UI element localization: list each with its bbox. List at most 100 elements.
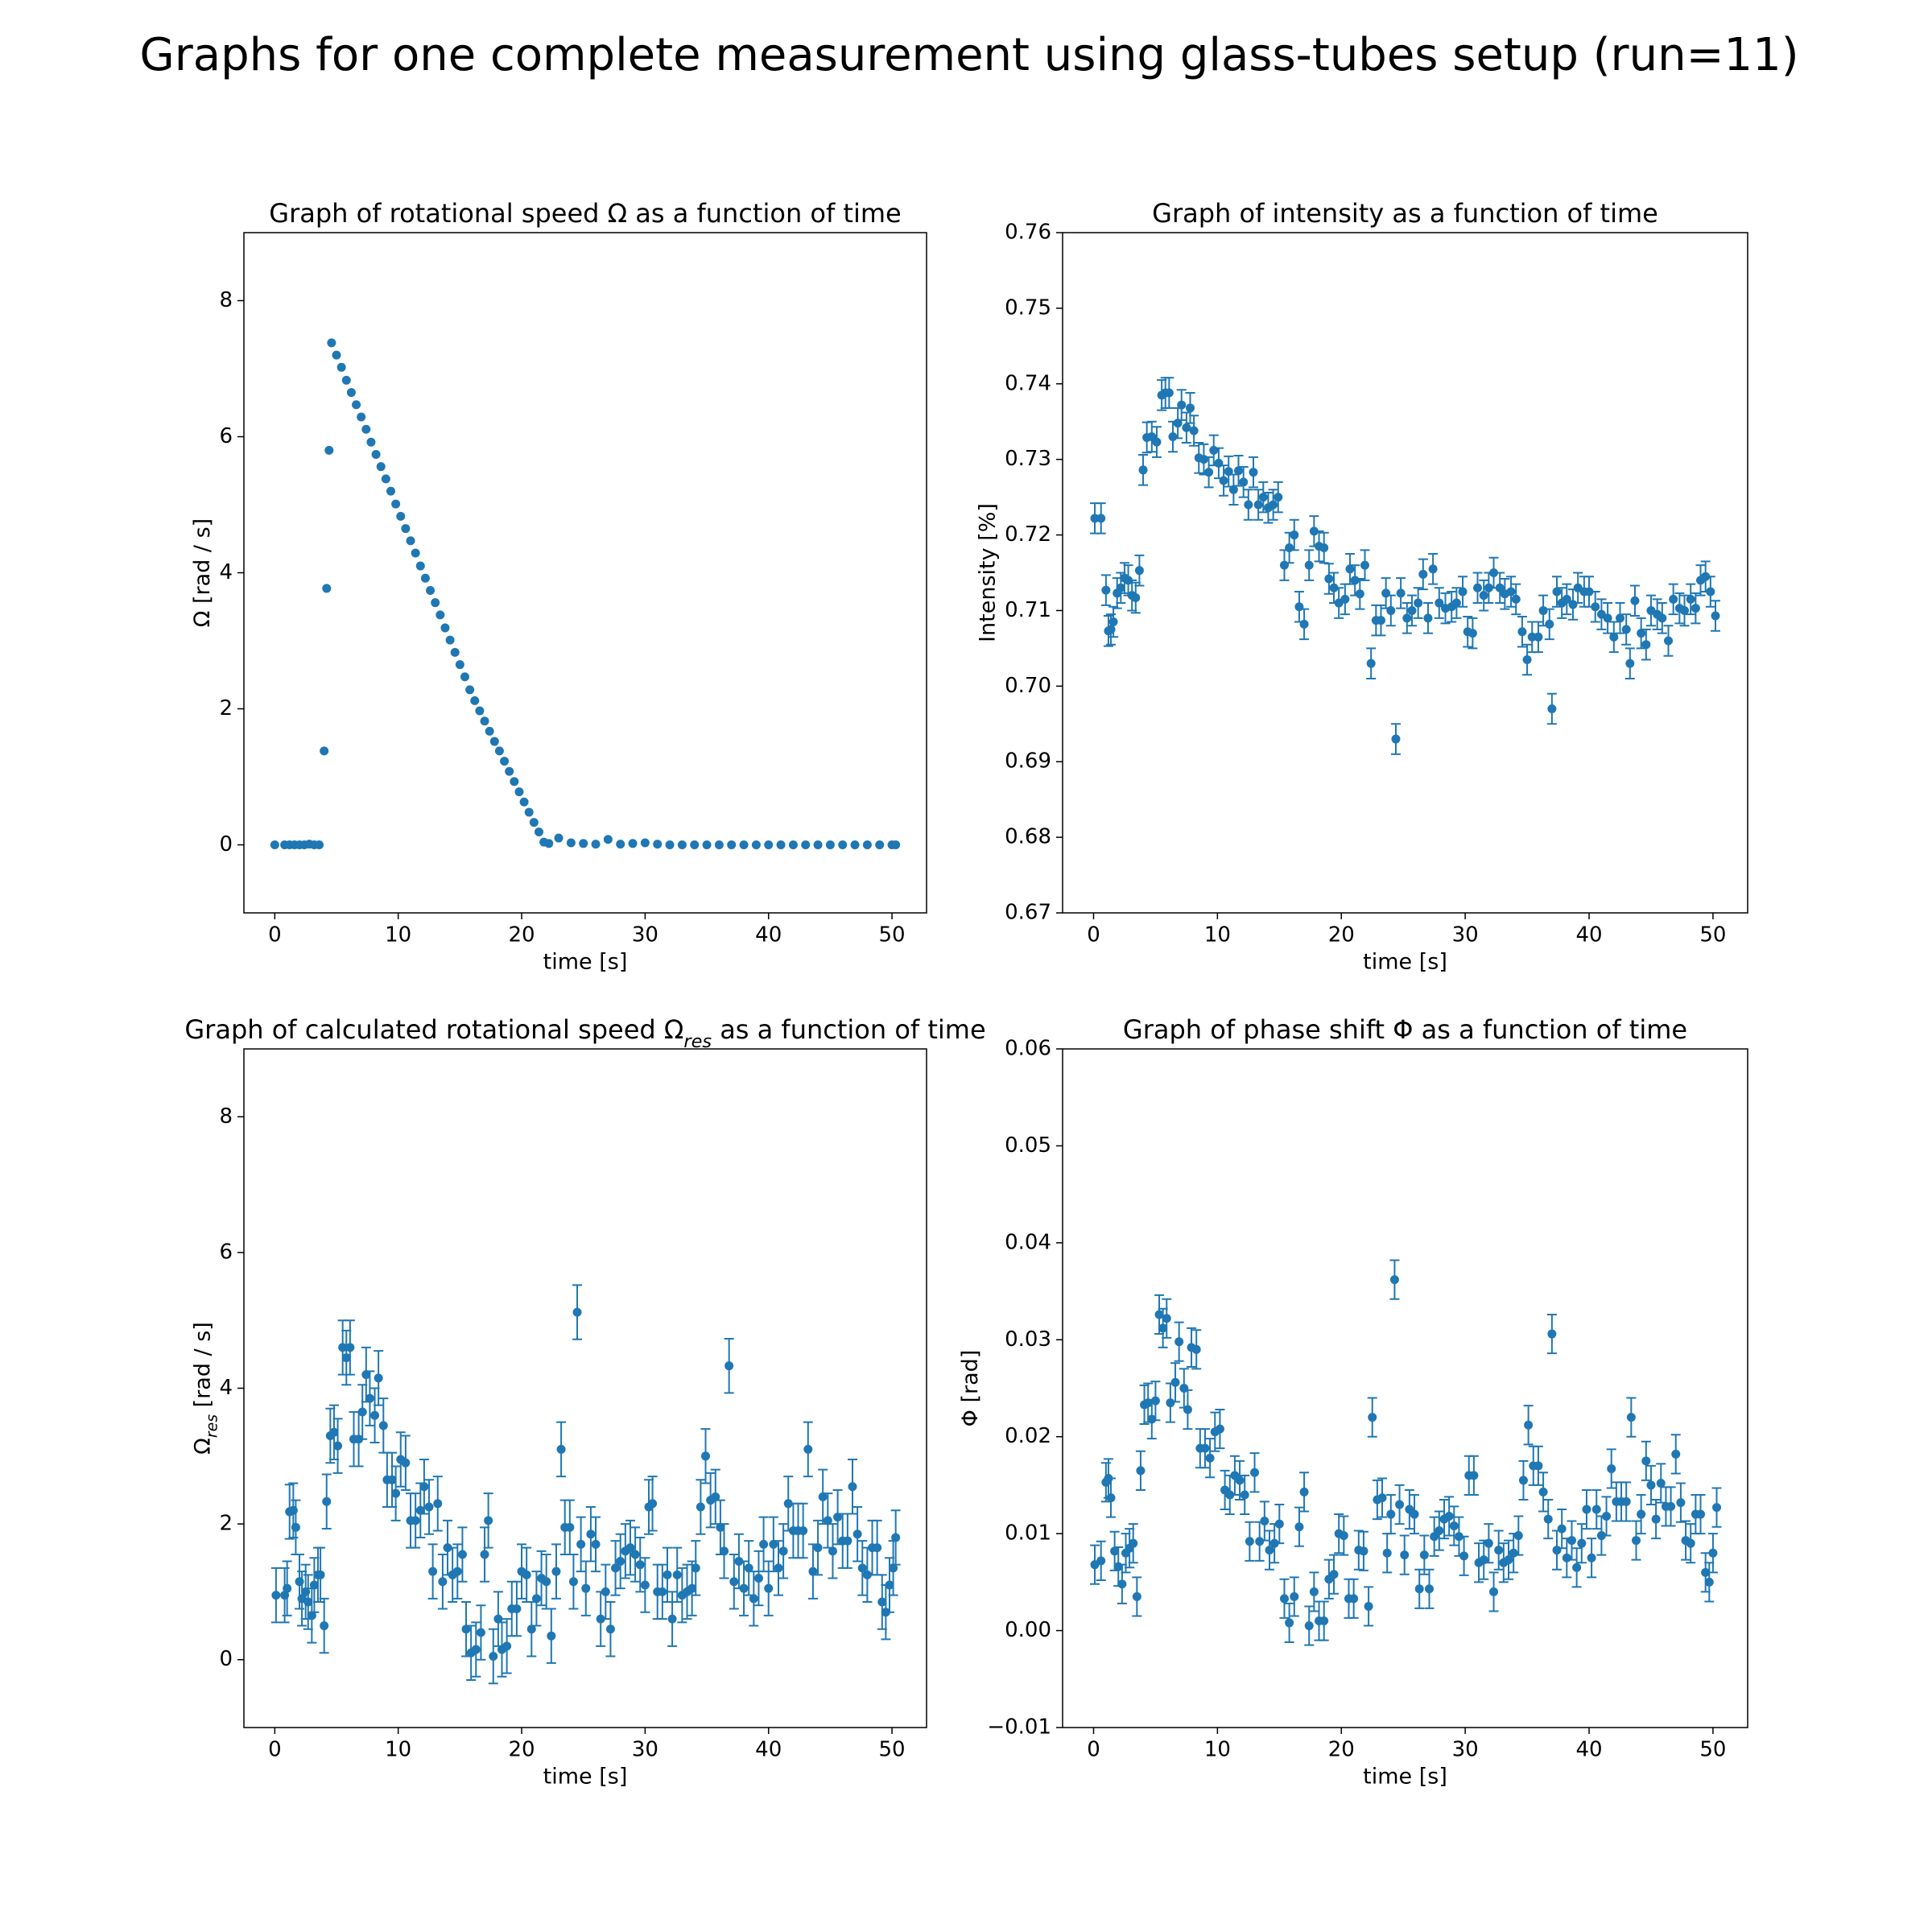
point bbox=[601, 1587, 610, 1596]
point bbox=[891, 1533, 901, 1542]
point bbox=[581, 1583, 591, 1593]
subplot: Graph of rotational speed Ω as a functio… bbox=[190, 198, 927, 975]
text-part: [rad / s] bbox=[190, 1322, 215, 1414]
point bbox=[1504, 1555, 1513, 1565]
point bbox=[1150, 1396, 1160, 1406]
point bbox=[1386, 605, 1396, 615]
point bbox=[332, 350, 341, 360]
point bbox=[774, 1563, 783, 1573]
point bbox=[1117, 1579, 1127, 1589]
text-part: Graph of calculated rotational speed Ω bbox=[184, 1014, 683, 1045]
point bbox=[1572, 1563, 1582, 1572]
point bbox=[628, 839, 638, 848]
point bbox=[1329, 1570, 1339, 1579]
point bbox=[1250, 1468, 1260, 1477]
point bbox=[605, 1624, 615, 1634]
point bbox=[1389, 1275, 1399, 1285]
point bbox=[769, 1539, 778, 1549]
y-tick-label: 0.75 bbox=[1005, 295, 1051, 320]
point bbox=[514, 787, 524, 797]
point bbox=[307, 1611, 316, 1620]
y-axis-label: Ωres [rad / s] bbox=[190, 1322, 221, 1455]
x-tick-label: 40 bbox=[755, 923, 782, 947]
point bbox=[1513, 1531, 1523, 1541]
point bbox=[476, 1628, 485, 1637]
x-tick-label: 20 bbox=[508, 923, 535, 947]
point bbox=[1386, 1509, 1396, 1519]
point bbox=[1152, 437, 1162, 447]
point bbox=[1376, 616, 1385, 625]
point bbox=[346, 388, 356, 398]
point bbox=[1131, 592, 1141, 602]
x-tick-label: 0 bbox=[268, 923, 282, 947]
point bbox=[1116, 583, 1125, 592]
point bbox=[1547, 1329, 1557, 1339]
point bbox=[1430, 1532, 1439, 1542]
data-layer bbox=[1090, 377, 1720, 755]
point bbox=[640, 1580, 650, 1590]
point bbox=[1255, 1537, 1265, 1546]
point bbox=[873, 1543, 882, 1553]
point bbox=[1418, 569, 1428, 579]
point bbox=[714, 840, 724, 849]
text-part: as a function of time bbox=[712, 1014, 986, 1045]
point bbox=[1543, 1514, 1553, 1524]
point bbox=[1567, 1536, 1576, 1546]
point bbox=[419, 1482, 429, 1492]
point bbox=[1158, 1323, 1168, 1333]
point bbox=[1428, 564, 1438, 574]
point bbox=[381, 474, 390, 484]
point bbox=[1096, 514, 1106, 523]
y-tick-label: 6 bbox=[219, 424, 233, 448]
point bbox=[361, 1370, 371, 1380]
point bbox=[1108, 617, 1118, 627]
point bbox=[862, 1570, 872, 1579]
point bbox=[711, 1492, 720, 1501]
point bbox=[485, 726, 494, 736]
y-tick-label: 0.67 bbox=[1005, 901, 1051, 925]
point bbox=[596, 1614, 605, 1624]
point bbox=[1134, 566, 1144, 576]
point bbox=[1414, 1584, 1424, 1594]
point bbox=[1680, 605, 1690, 615]
point bbox=[788, 840, 798, 849]
point bbox=[1690, 604, 1700, 613]
point bbox=[480, 1550, 489, 1559]
point bbox=[316, 1570, 325, 1579]
x-tick-label: 10 bbox=[1204, 923, 1231, 947]
point bbox=[1110, 1546, 1120, 1556]
point bbox=[1451, 598, 1461, 608]
x-tick-label: 50 bbox=[879, 1738, 906, 1762]
point bbox=[591, 840, 601, 849]
point bbox=[1274, 493, 1283, 502]
point bbox=[415, 561, 425, 571]
point bbox=[1214, 458, 1224, 468]
point bbox=[852, 1530, 862, 1539]
figure-title: Graphs for one complete measurement usin… bbox=[139, 29, 1798, 81]
point bbox=[1200, 1443, 1210, 1453]
point bbox=[1136, 1466, 1146, 1476]
point bbox=[502, 1641, 512, 1651]
point bbox=[1294, 1522, 1304, 1532]
point bbox=[391, 1488, 401, 1498]
point bbox=[696, 1502, 705, 1512]
point bbox=[778, 1546, 788, 1556]
point bbox=[1557, 1524, 1567, 1534]
point bbox=[1319, 1616, 1329, 1626]
point bbox=[701, 1451, 711, 1461]
point bbox=[1552, 587, 1562, 597]
point bbox=[309, 1580, 319, 1590]
point bbox=[1657, 613, 1667, 623]
point bbox=[1239, 477, 1249, 487]
axes-frame bbox=[1062, 232, 1748, 914]
point bbox=[1425, 1584, 1435, 1594]
point bbox=[727, 840, 737, 849]
subplot-title: Graph of rotational speed Ω as a functio… bbox=[269, 198, 901, 229]
point bbox=[1359, 1546, 1368, 1556]
point bbox=[1527, 632, 1537, 642]
point bbox=[1101, 585, 1111, 595]
point bbox=[519, 797, 529, 807]
point bbox=[591, 1539, 601, 1549]
